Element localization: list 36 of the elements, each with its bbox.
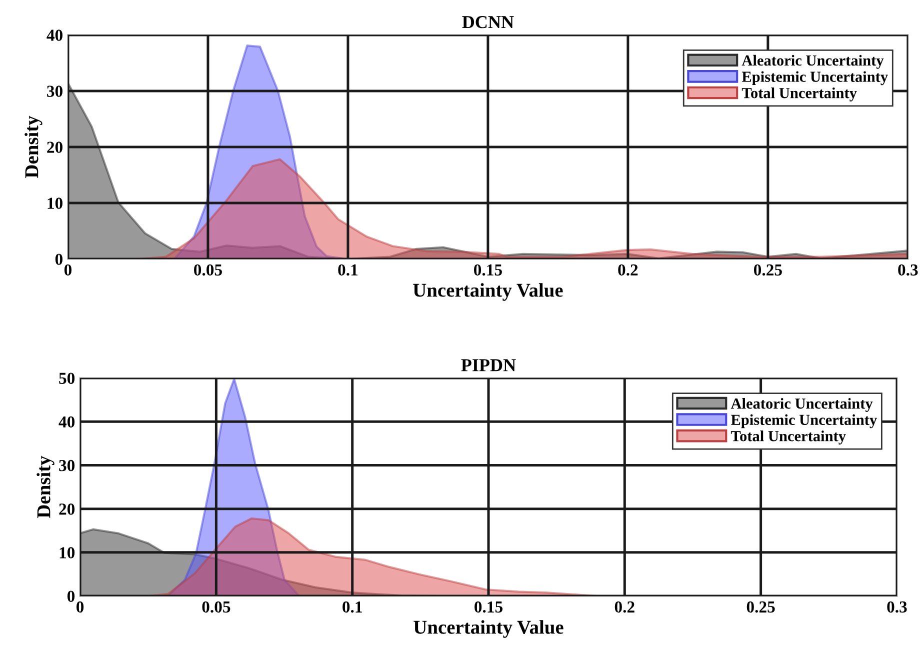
x-tick-label: 0.15 [474,264,502,276]
legend-label: Epistemic Uncertainty [742,71,888,86]
y-axis-title: Density [24,116,42,178]
legend-label: Total Uncertainty [730,430,846,444]
x-tick-label: 0.25 [746,601,775,613]
x-axis-title: Uncertainty Value [414,620,564,638]
legend-label: Epistemic Uncertainty [730,414,877,428]
x-tick-label: 0.15 [474,601,502,613]
x-tick-label: 0 [76,601,84,613]
x-tick-label: 0.25 [754,264,782,276]
y-tick-label: 30 [47,86,62,97]
legend-label: Aleatoric Uncertainty [730,398,873,412]
x-tick-label: 0.3 [887,601,907,613]
x-tick-label: 0.05 [194,264,222,276]
y-tick-label: 50 [59,372,75,384]
x-tick-label: 0.05 [202,601,230,613]
y-tick-label: 40 [58,416,75,428]
y-tick-label: 40 [46,30,62,41]
x-tick-label: 0.1 [342,601,362,613]
y-tick-label: 20 [47,142,62,153]
y-tick-label: 0 [67,590,75,602]
y-tick-label: 30 [59,460,75,472]
y-axis-title: Density [36,456,54,518]
x-tick-label: 0.3 [898,264,918,276]
chart-title: DCNN [462,16,514,28]
x-axis-title: Uncertainty Value [413,283,563,301]
chart-title: PIPDN [461,359,516,372]
y-tick-label: 20 [59,504,75,515]
y-tick-label: 0 [55,254,62,265]
y-tick-label: 10 [48,198,62,209]
x-tick-label: 0.2 [614,601,634,613]
x-tick-label: 0.1 [338,264,358,276]
legend-label: Total Uncertainty [742,87,857,102]
legend-label: Aleatoric Uncertainty [742,54,884,69]
y-tick-label: 10 [60,547,75,558]
x-tick-label: 0.2 [618,264,638,276]
